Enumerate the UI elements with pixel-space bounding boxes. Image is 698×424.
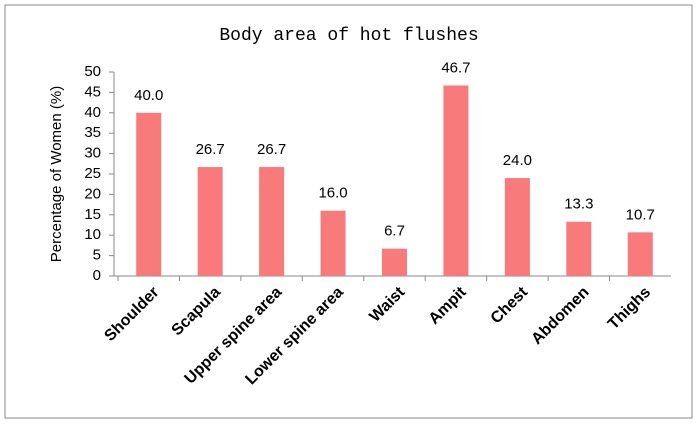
bar	[566, 221, 592, 276]
data-label: 16.0	[318, 185, 347, 202]
y-tick-label: 10	[84, 226, 101, 243]
y-tick-label: 45	[84, 83, 101, 100]
data-label: 6.7	[384, 223, 405, 240]
y-tick-label: 20	[84, 185, 101, 202]
chart-title: Body area of hot flushes	[219, 26, 478, 46]
bar	[136, 112, 162, 276]
bar	[627, 232, 653, 276]
y-tick-label: 50	[84, 63, 101, 80]
y-tick-label: 0	[93, 267, 101, 284]
y-tick-label: 30	[84, 145, 101, 162]
data-label: 26.7	[257, 141, 286, 158]
y-axis-title: Percentage of Women (%)	[48, 86, 65, 262]
bar	[504, 178, 530, 276]
y-tick-label: 25	[84, 165, 101, 182]
data-label: 24.0	[503, 152, 532, 169]
y-tick-label: 40	[84, 104, 101, 121]
data-label: 46.7	[441, 59, 470, 76]
bar	[443, 85, 469, 277]
bar	[320, 210, 346, 276]
y-tick-label: 35	[84, 124, 101, 141]
bar	[382, 248, 407, 276]
bar	[197, 167, 223, 276]
data-label: 10.7	[626, 206, 655, 223]
y-tick-label: 5	[93, 247, 101, 264]
chart-border	[4, 4, 693, 419]
y-tick-label: 15	[84, 206, 101, 223]
bar	[259, 167, 285, 276]
data-label: 13.3	[564, 196, 593, 213]
data-label: 26.7	[196, 141, 225, 158]
data-label: 40.0	[134, 87, 163, 104]
